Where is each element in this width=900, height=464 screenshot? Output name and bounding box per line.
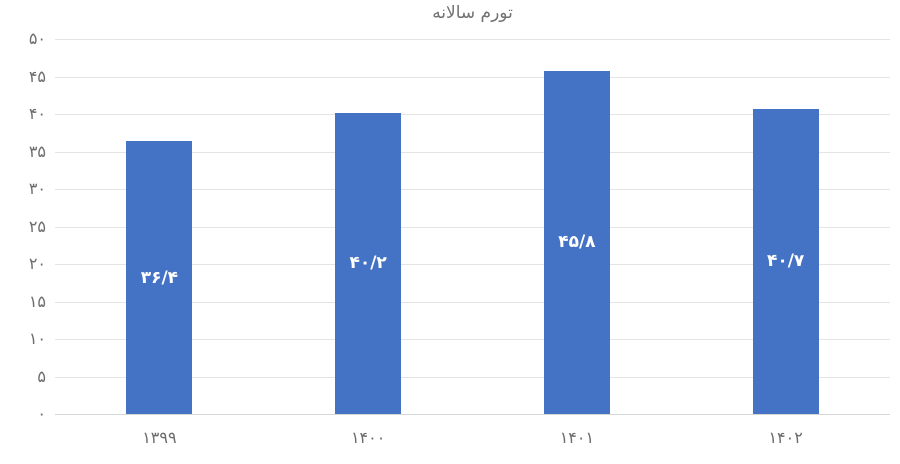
y-axis-tick-label: ۲۰ [28,254,46,273]
x-axis-line [55,414,890,415]
y-axis-tick-label: ۲۵ [28,216,46,236]
gridline [55,189,890,190]
gridline [55,226,890,228]
chart-title: تورم سالانه [432,3,513,23]
x-axis-tick-label: ۱۴۰۲ [768,428,803,447]
x-axis-tick-label: ۱۴۰۱ [559,428,595,447]
y-axis-tick-label: ۵۰ [28,29,46,48]
y-axis-tick-label: ۴۵ [28,66,46,86]
y-axis-tick-label: ۰ [37,404,46,423]
bar-value-label: ۳۶/۴ [140,267,179,288]
gridline [55,39,890,40]
plot-area: ۳۶/۴ ۴۰/۲ ۴۵/۸ ۴۰/۷ [55,39,890,415]
y-axis-tick-label: ۳۰ [28,179,46,198]
y-axis-tick-label: ۵ [37,366,46,386]
bar-۱۴۰۲: ۴۰/۷ [752,108,819,414]
gridline [55,376,890,378]
gridline [55,114,890,115]
y-axis-tick-label: ۱۵ [28,291,46,311]
bar-۱۴۰۱: ۴۵/۸ [543,70,610,414]
bar-value-label: ۴۵/۸ [558,232,596,253]
gridline [55,76,890,78]
y-axis-tick-label: ۱۰ [28,329,46,348]
x-axis-tick-label: ۱۴۰۰ [350,428,386,447]
bar-۱۳۹۹: ۳۶/۴ [126,141,193,414]
bar-value-label: ۴۰/۷ [766,251,805,272]
gridline [55,339,890,340]
bar-value-label: ۴۰/۲ [349,253,387,274]
x-axis-tick-label: ۱۳۹۹ [142,428,177,447]
gridline [55,301,890,303]
y-axis-tick-label: ۴۰ [28,104,46,123]
gridline [55,264,890,265]
gridline [55,151,890,153]
bar-۱۴۰۰: ۴۰/۲ [335,112,402,414]
y-axis-tick-label: ۳۵ [28,141,46,161]
